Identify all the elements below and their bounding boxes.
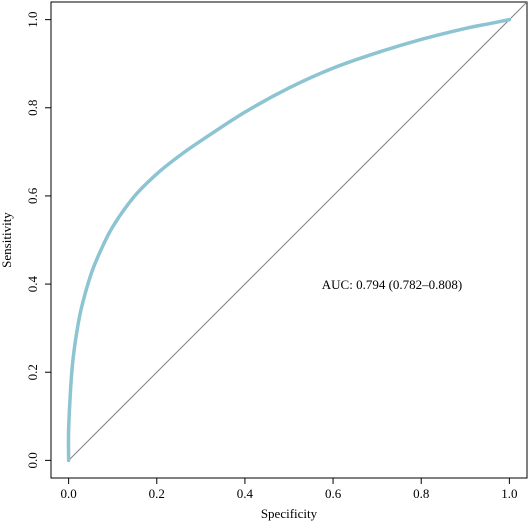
x-tick-label: 0.4 — [237, 486, 254, 501]
axes: 0.0 0.2 0.4 0.6 0.8 1.0 0.0 0.2 0.4 0.6 0.8 1.0 — [25, 12, 517, 501]
y-tick-label: 0.6 — [25, 187, 40, 204]
y-tick-label: 0.2 — [25, 364, 40, 380]
x-tick-label: 0.6 — [325, 486, 342, 501]
y-tick-label: 1.0 — [25, 12, 40, 28]
y-tick-label: 0.4 — [25, 275, 40, 292]
auc-annotation: AUC: 0.794 (0.782–0.808) — [322, 277, 462, 292]
x-tick-label: 0.2 — [149, 486, 165, 501]
y-axis-label: Sensitivity — [0, 212, 14, 268]
series-layer — [66, 2, 527, 463]
roc-curve — [66, 17, 512, 463]
y-tick-label: 0.0 — [25, 452, 40, 468]
reference-diagonal-line — [68, 2, 527, 461]
x-axis-label: Specificity — [261, 506, 318, 521]
x-tick-label: 0.0 — [61, 486, 77, 501]
x-tick-label: 0.8 — [413, 486, 429, 501]
x-tick-label: 1.0 — [501, 486, 517, 501]
y-tick-label: 0.8 — [25, 100, 40, 116]
